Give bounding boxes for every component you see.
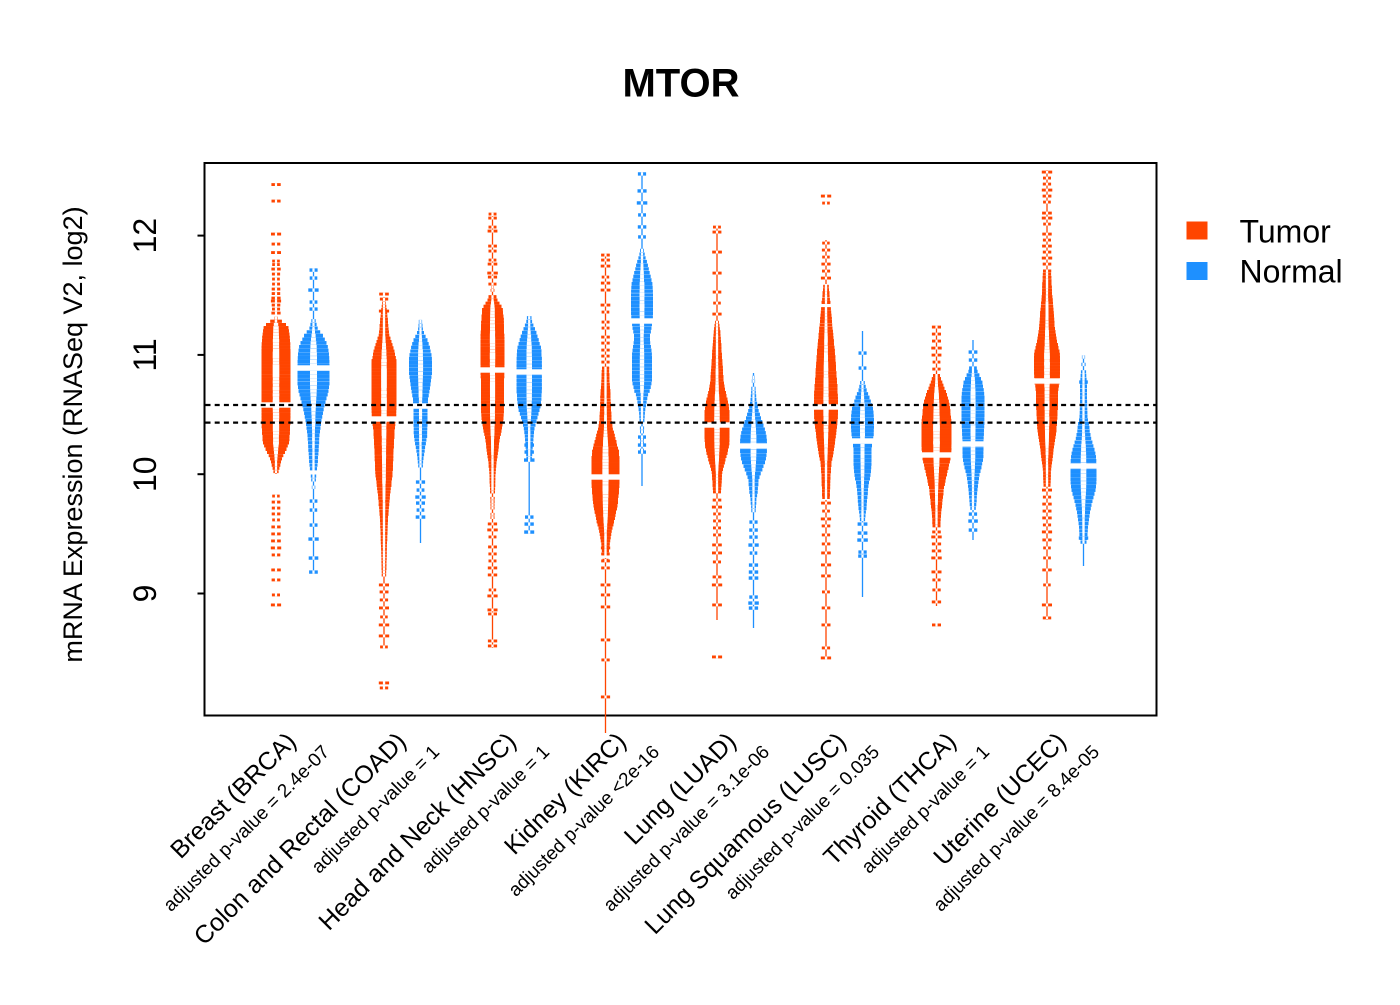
svg-text:12: 12 — [127, 218, 163, 254]
svg-text:mRNA Expression (RNASeq V2, lo: mRNA Expression (RNASeq V2, log2) — [58, 206, 88, 662]
svg-text:9: 9 — [127, 585, 163, 603]
svg-text:10: 10 — [127, 456, 163, 492]
svg-text:Normal: Normal — [1240, 254, 1343, 290]
svg-text:Tumor: Tumor — [1240, 214, 1332, 250]
svg-text:MTOR: MTOR — [622, 62, 739, 106]
svg-text:11: 11 — [127, 338, 163, 371]
